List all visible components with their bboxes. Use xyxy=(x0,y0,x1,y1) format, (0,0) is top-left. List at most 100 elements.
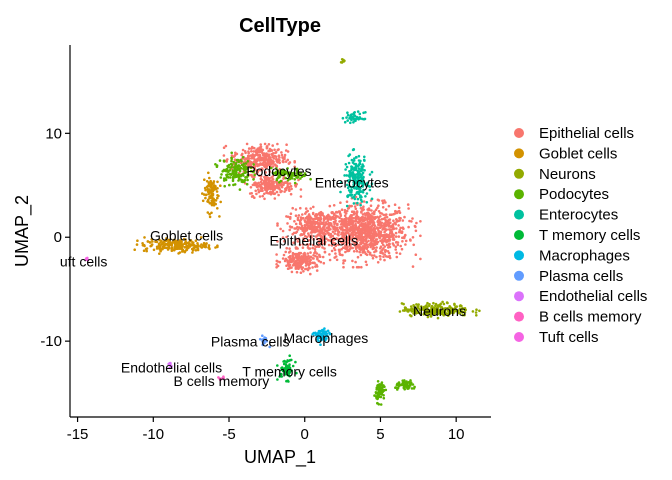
data-point xyxy=(244,165,247,168)
data-point xyxy=(333,256,337,259)
data-point xyxy=(183,250,187,254)
data-point xyxy=(357,154,361,158)
data-point xyxy=(283,153,287,157)
data-point xyxy=(286,179,290,182)
data-point xyxy=(332,213,336,217)
data-point xyxy=(263,142,267,146)
data-point xyxy=(233,183,237,186)
data-point xyxy=(291,264,295,267)
data-point xyxy=(460,310,464,314)
data-point xyxy=(375,226,379,229)
data-point xyxy=(357,170,361,174)
data-point xyxy=(290,174,293,178)
data-point xyxy=(300,175,304,178)
data-point xyxy=(388,213,392,216)
data-point xyxy=(236,158,240,162)
data-point xyxy=(301,233,304,236)
data-point xyxy=(385,215,389,219)
data-point xyxy=(321,255,325,259)
data-point xyxy=(292,231,296,235)
data-point xyxy=(268,345,272,349)
data-point xyxy=(354,207,358,211)
data-point xyxy=(284,250,288,254)
data-point xyxy=(364,243,368,247)
data-point xyxy=(382,396,386,400)
data-point xyxy=(317,259,321,263)
data-point xyxy=(372,223,376,227)
data-point xyxy=(394,245,398,249)
data-point xyxy=(458,307,462,311)
data-point xyxy=(228,183,231,187)
data-point xyxy=(474,311,478,314)
data-point xyxy=(216,207,219,210)
data-point xyxy=(203,186,207,190)
data-point xyxy=(358,112,362,116)
data-point xyxy=(311,266,314,269)
data-point xyxy=(344,246,347,250)
data-point xyxy=(391,227,395,231)
data-point xyxy=(369,204,373,207)
data-point xyxy=(354,119,357,123)
data-point xyxy=(381,388,385,392)
data-point xyxy=(296,240,300,243)
data-point xyxy=(241,179,244,182)
data-point xyxy=(333,232,337,235)
data-point xyxy=(280,151,283,154)
data-point xyxy=(288,371,292,374)
data-point xyxy=(423,308,427,311)
data-point xyxy=(333,242,337,245)
data-point xyxy=(217,376,220,379)
data-point xyxy=(273,148,276,152)
x-tick-label: -5 xyxy=(222,426,235,443)
data-point xyxy=(300,254,304,258)
data-point xyxy=(161,241,165,244)
data-point xyxy=(286,379,290,383)
data-point xyxy=(392,219,395,222)
data-point xyxy=(294,360,297,364)
data-point xyxy=(349,204,353,208)
data-point xyxy=(294,183,297,187)
data-point xyxy=(397,224,400,227)
data-point xyxy=(157,244,161,248)
data-point xyxy=(319,343,322,347)
x-axis-ticks: -15 -10 -5 0 5 10 xyxy=(67,417,465,443)
data-point xyxy=(314,254,317,258)
data-point xyxy=(315,263,318,267)
data-point xyxy=(288,374,291,378)
data-point xyxy=(306,216,310,220)
data-point xyxy=(329,235,332,239)
data-point xyxy=(369,217,372,220)
data-point xyxy=(367,184,370,188)
data-point xyxy=(286,222,289,225)
data-point xyxy=(439,305,443,309)
data-point xyxy=(305,228,309,231)
data-point xyxy=(230,165,233,169)
data-point xyxy=(170,243,174,247)
data-point xyxy=(299,177,302,180)
data-point xyxy=(386,250,390,253)
data-point xyxy=(383,230,386,234)
data-point xyxy=(326,329,330,333)
data-point xyxy=(375,255,378,259)
data-point xyxy=(382,255,385,258)
data-point xyxy=(263,160,266,164)
data-point xyxy=(299,188,303,191)
data-point xyxy=(343,174,346,177)
data-point xyxy=(309,177,312,181)
data-point xyxy=(249,169,253,173)
data-point xyxy=(294,214,298,217)
data-point xyxy=(192,246,196,249)
data-point xyxy=(414,253,418,256)
data-point xyxy=(165,239,168,242)
data-point xyxy=(288,189,291,192)
data-point xyxy=(347,189,351,192)
data-point xyxy=(206,190,210,193)
data-point xyxy=(362,205,365,208)
legend-label: Tuft cells xyxy=(539,329,598,346)
data-point xyxy=(280,373,283,376)
data-point xyxy=(242,174,245,177)
data-point xyxy=(215,165,219,168)
data-point xyxy=(365,225,368,229)
y-tick-label: 10 xyxy=(45,125,62,142)
data-point xyxy=(298,219,302,222)
